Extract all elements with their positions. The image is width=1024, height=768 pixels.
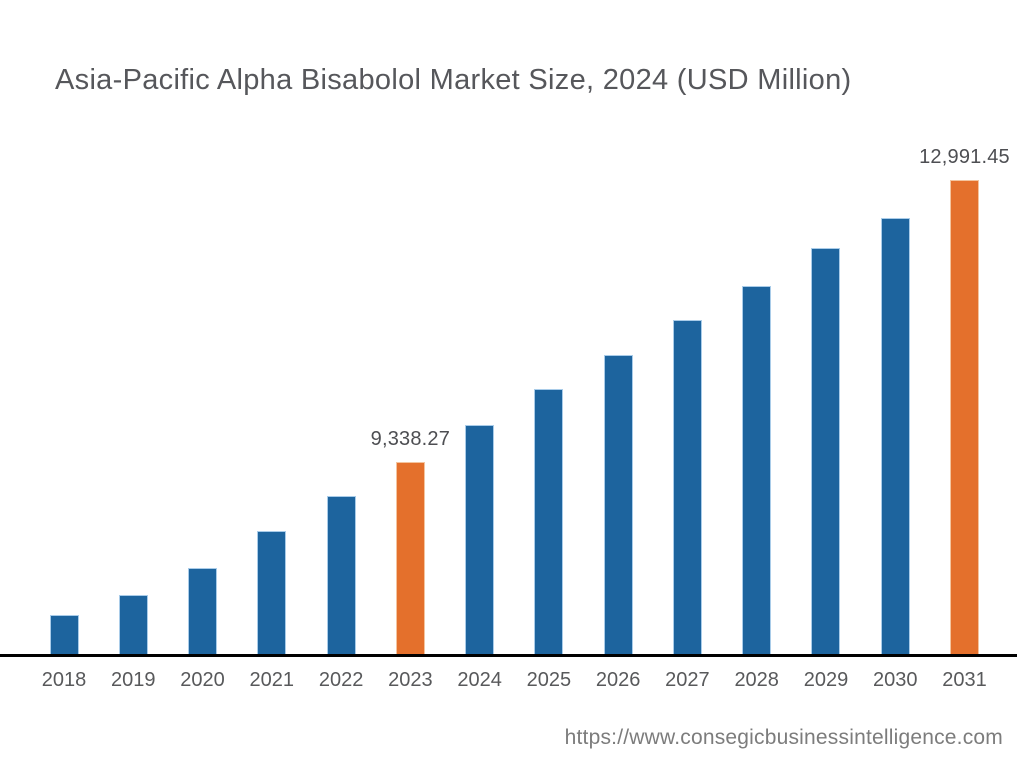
x-tick-2019: 2019 — [111, 669, 156, 691]
bar-2021 — [257, 531, 287, 657]
x-tick-2018: 2018 — [41, 669, 87, 691]
bar-2022 — [326, 496, 356, 657]
bar-2030 — [880, 218, 910, 657]
x-tick-2027: 2027 — [665, 669, 710, 691]
x-tick-2030: 2030 — [872, 669, 918, 691]
bar-2024 — [465, 425, 495, 657]
x-tick-2031: 2031 — [942, 669, 987, 691]
x-tick-2021: 2021 — [249, 669, 295, 691]
x-tick-2024: 2024 — [457, 669, 502, 691]
bar-2029 — [811, 248, 841, 657]
x-tick-2026: 2026 — [595, 669, 641, 691]
x-tick-2025: 2025 — [526, 669, 572, 691]
x-tick-2023: 2023 — [388, 669, 433, 691]
bar-2027 — [672, 320, 702, 657]
bar-2023 — [395, 462, 425, 657]
bar-2028 — [742, 286, 772, 657]
bar-2025 — [534, 389, 564, 657]
bar-2020 — [188, 568, 218, 657]
chart-title: Asia-Pacific Alpha Bisabolol Market Size… — [55, 64, 852, 96]
x-tick-2020: 2020 — [180, 669, 225, 691]
bar-2018 — [49, 615, 79, 657]
bar-2031 — [950, 180, 979, 657]
x-axis-line — [0, 654, 1017, 657]
x-tick-2022: 2022 — [318, 669, 364, 691]
x-tick-2029: 2029 — [803, 669, 849, 691]
bar-2026 — [603, 355, 633, 657]
x-tick-2028: 2028 — [734, 669, 779, 691]
data-label-2023: 9,338.27 — [370, 428, 451, 450]
bar-2019 — [118, 595, 148, 657]
data-label-2031: 12,991.45 — [919, 146, 1010, 168]
source-url: https://www.consegicbusinessintelligence… — [564, 726, 1003, 749]
